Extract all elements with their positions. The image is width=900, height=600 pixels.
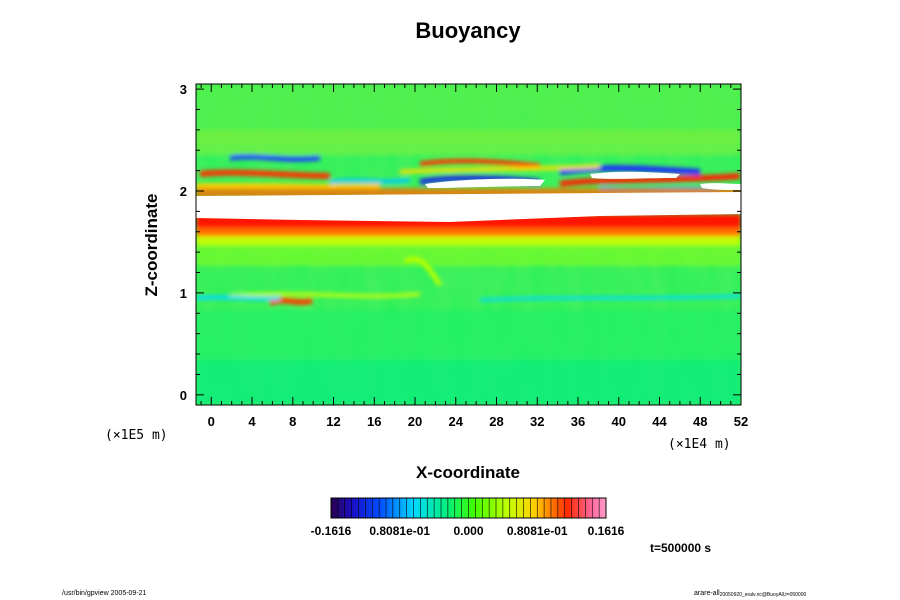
- chart-title: Buoyancy: [415, 18, 521, 43]
- red-band-upper-2: [419, 158, 541, 169]
- y-tick-label: 2: [180, 184, 187, 199]
- y-tick-label: 1: [180, 286, 187, 301]
- y-tick-labels: 0 1 2 3: [180, 82, 187, 403]
- bottom-region: [196, 360, 741, 405]
- cyan-streak-right: [479, 294, 741, 302]
- red-blob-mid: [268, 297, 314, 306]
- footer-right: arare-all20050920_eralv.nc@BuoyAll,t=050…: [694, 590, 806, 598]
- x-tick-label: 20: [408, 414, 422, 429]
- cyan-streak-1: [329, 178, 411, 184]
- colorbar-label: 0.000: [453, 524, 483, 538]
- footer-right-sub: 20050920_eralv.nc@BuoyAll,t=050000: [720, 592, 807, 598]
- x-unit-label: (×1E4 m): [668, 437, 731, 452]
- colorbar-divisions: [337, 498, 600, 518]
- heatmap-field: [196, 84, 741, 405]
- yellow-green-band: [196, 244, 741, 266]
- saturated-patch-1: [425, 178, 545, 188]
- x-tick-label: 28: [489, 414, 503, 429]
- footer-left: /usr/bin/gpview 2005-09-21: [62, 590, 147, 597]
- x-tick-labels: 0 4 8 12 16 20 24 28 32 36 40 44 48 52: [208, 414, 749, 429]
- x-tick-label: 40: [612, 414, 626, 429]
- colorbar: -0.1616 0.8081e-01 0.000 0.8081e-01 0.1616: [311, 497, 625, 538]
- cyan-streak-left: [196, 295, 281, 301]
- x-tick-label: 44: [652, 414, 667, 429]
- red-band-upper-3: [559, 173, 741, 187]
- x-tick-label: 4: [248, 414, 256, 429]
- colorbar-label: 0.1616: [588, 524, 625, 538]
- saturated-patch-2: [590, 171, 680, 179]
- y-axis-label: Z-coordinate: [142, 194, 161, 297]
- x-tick-label: 0: [208, 414, 215, 429]
- x-tick-label: 12: [326, 414, 340, 429]
- blue-streak-1: [229, 154, 321, 162]
- yellow-band-upper-2: [399, 164, 601, 174]
- x-axis-label: X-coordinate: [416, 463, 520, 482]
- yellow-band-upper-1: [196, 182, 381, 190]
- y-tick-label: 3: [180, 82, 187, 97]
- blue-streak-3: [559, 165, 701, 175]
- colorbar-label: -0.1616: [311, 524, 352, 538]
- saturated-patch-3: [700, 183, 741, 190]
- upper-wave-region: [196, 130, 741, 155]
- yellow-streak-mid: [229, 292, 421, 298]
- colorbar-label: 0.8081e-01: [369, 524, 430, 538]
- x-tick-label: 8: [289, 414, 296, 429]
- footer-right-main: arare-all: [694, 590, 720, 597]
- orange-band-above-white: [196, 188, 741, 198]
- red-band-upper-1: [199, 169, 331, 179]
- saturated-layer: [196, 192, 741, 222]
- colorbar-labels: -0.1616 0.8081e-01 0.000 0.8081e-01 0.1616: [311, 524, 625, 538]
- orange-band-lower: [196, 228, 741, 238]
- x-tick-label: 48: [693, 414, 707, 429]
- colorbar-label: 0.8081e-01: [507, 524, 568, 538]
- z-unit-label: (×1E5 m): [105, 428, 168, 443]
- yellow-band-lower: [196, 236, 741, 246]
- x-tick-label: 24: [449, 414, 464, 429]
- axis-ticks: [196, 84, 742, 405]
- colorbar-frame: [330, 497, 607, 519]
- plot-frame: [195, 83, 742, 406]
- x-tick-label: 36: [571, 414, 585, 429]
- x-tick-label: 32: [530, 414, 544, 429]
- y-tick-label: 0: [180, 388, 187, 403]
- x-tick-label: 16: [367, 414, 381, 429]
- time-label: t=500000 s: [650, 541, 711, 555]
- x-tick-label: 52: [734, 414, 748, 429]
- yellow-swirl: [403, 256, 443, 287]
